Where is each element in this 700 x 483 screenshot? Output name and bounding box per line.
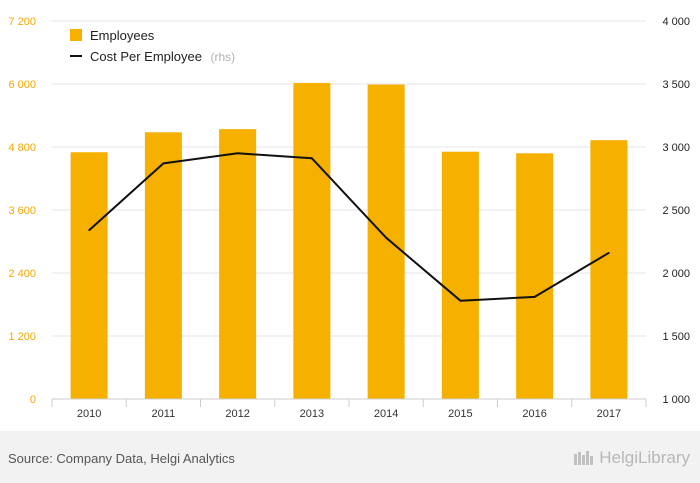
right-axis: 1 000 1 500 2 000 2 500 3 000 3 500 4 000 <box>662 16 690 406</box>
library-icon <box>574 451 594 465</box>
x-tick-label: 2015 <box>448 408 472 420</box>
legend-label-employees: Employees <box>90 28 155 43</box>
bar-employees <box>516 153 554 399</box>
footer: Source: Company Data, Helgi Analytics He… <box>0 431 700 483</box>
legend-label-cost-per-employee: Cost Per Employee (rhs) <box>90 48 235 65</box>
y-right-tick-label: 1 000 <box>662 394 690 406</box>
chart: 0 1 200 2 400 3 600 4 800 6 000 7 200 1 000 1 5… <box>8 16 690 420</box>
line-point-cost-per-employee <box>236 152 239 155</box>
line-cost-per-employee <box>88 152 610 302</box>
x-tick-label: 2012 <box>225 408 249 420</box>
x-axis: 2010 2011 2012 2013 2014 2015 2016 2017 <box>51 398 647 420</box>
y-right-tick-label: 3 000 <box>662 142 690 154</box>
x-tick-label: 2010 <box>77 408 101 420</box>
y-left-tick-label: 3 600 <box>8 205 36 217</box>
bar-employees <box>367 84 405 400</box>
x-tick-label: 2011 <box>152 408 176 420</box>
y-right-tick-label: 2 500 <box>662 205 690 217</box>
bar-employees <box>590 140 628 400</box>
bar-employees <box>70 152 108 399</box>
y-right-tick-label: 2 000 <box>662 268 690 280</box>
y-left-tick-label: 7 200 <box>8 16 36 28</box>
brand-logo: HelgiLibrary <box>573 448 690 468</box>
bar-employees <box>219 129 257 399</box>
line-point-cost-per-employee <box>385 236 387 239</box>
y-left-tick-label: 0 <box>30 394 36 406</box>
y-left-tick-label: 2 400 <box>8 268 36 280</box>
line-point-cost-per-employee <box>459 299 462 302</box>
source-note: Source: Company Data, Helgi Analytics <box>8 451 235 466</box>
x-tick-label: 2014 <box>374 408 398 420</box>
line-series <box>88 152 610 302</box>
left-axis: 0 1 200 2 400 3 600 4 800 6 000 7 200 <box>8 16 36 406</box>
bar-series <box>70 82 628 400</box>
y-left-tick-label: 6 000 <box>8 79 36 91</box>
line-point-cost-per-employee <box>311 157 313 160</box>
brand-name: HelgiLibrary <box>599 448 690 467</box>
y-right-tick-label: 4 000 <box>662 16 690 28</box>
bar-employees <box>144 132 182 400</box>
x-tick-label: 2013 <box>300 408 324 420</box>
y-right-tick-label: 3 500 <box>662 79 690 91</box>
y-left-tick-label: 1 200 <box>8 331 36 343</box>
y-right-tick-label: 1 500 <box>662 331 690 343</box>
line-point-cost-per-employee <box>88 229 90 231</box>
line-point-cost-per-employee <box>608 252 610 254</box>
line-point-cost-per-employee <box>533 296 536 298</box>
y-left-tick-label: 4 800 <box>8 142 36 154</box>
x-tick-label: 2017 <box>597 408 621 420</box>
bar-employees <box>293 82 331 399</box>
line-point-cost-per-employee <box>162 162 165 165</box>
legend-swatch-employees <box>70 29 82 41</box>
gridlines <box>52 20 646 337</box>
x-tick-label: 2016 <box>522 408 546 420</box>
legend: Employees Cost Per Employee (rhs) <box>70 28 235 65</box>
bar-employees <box>441 151 479 399</box>
